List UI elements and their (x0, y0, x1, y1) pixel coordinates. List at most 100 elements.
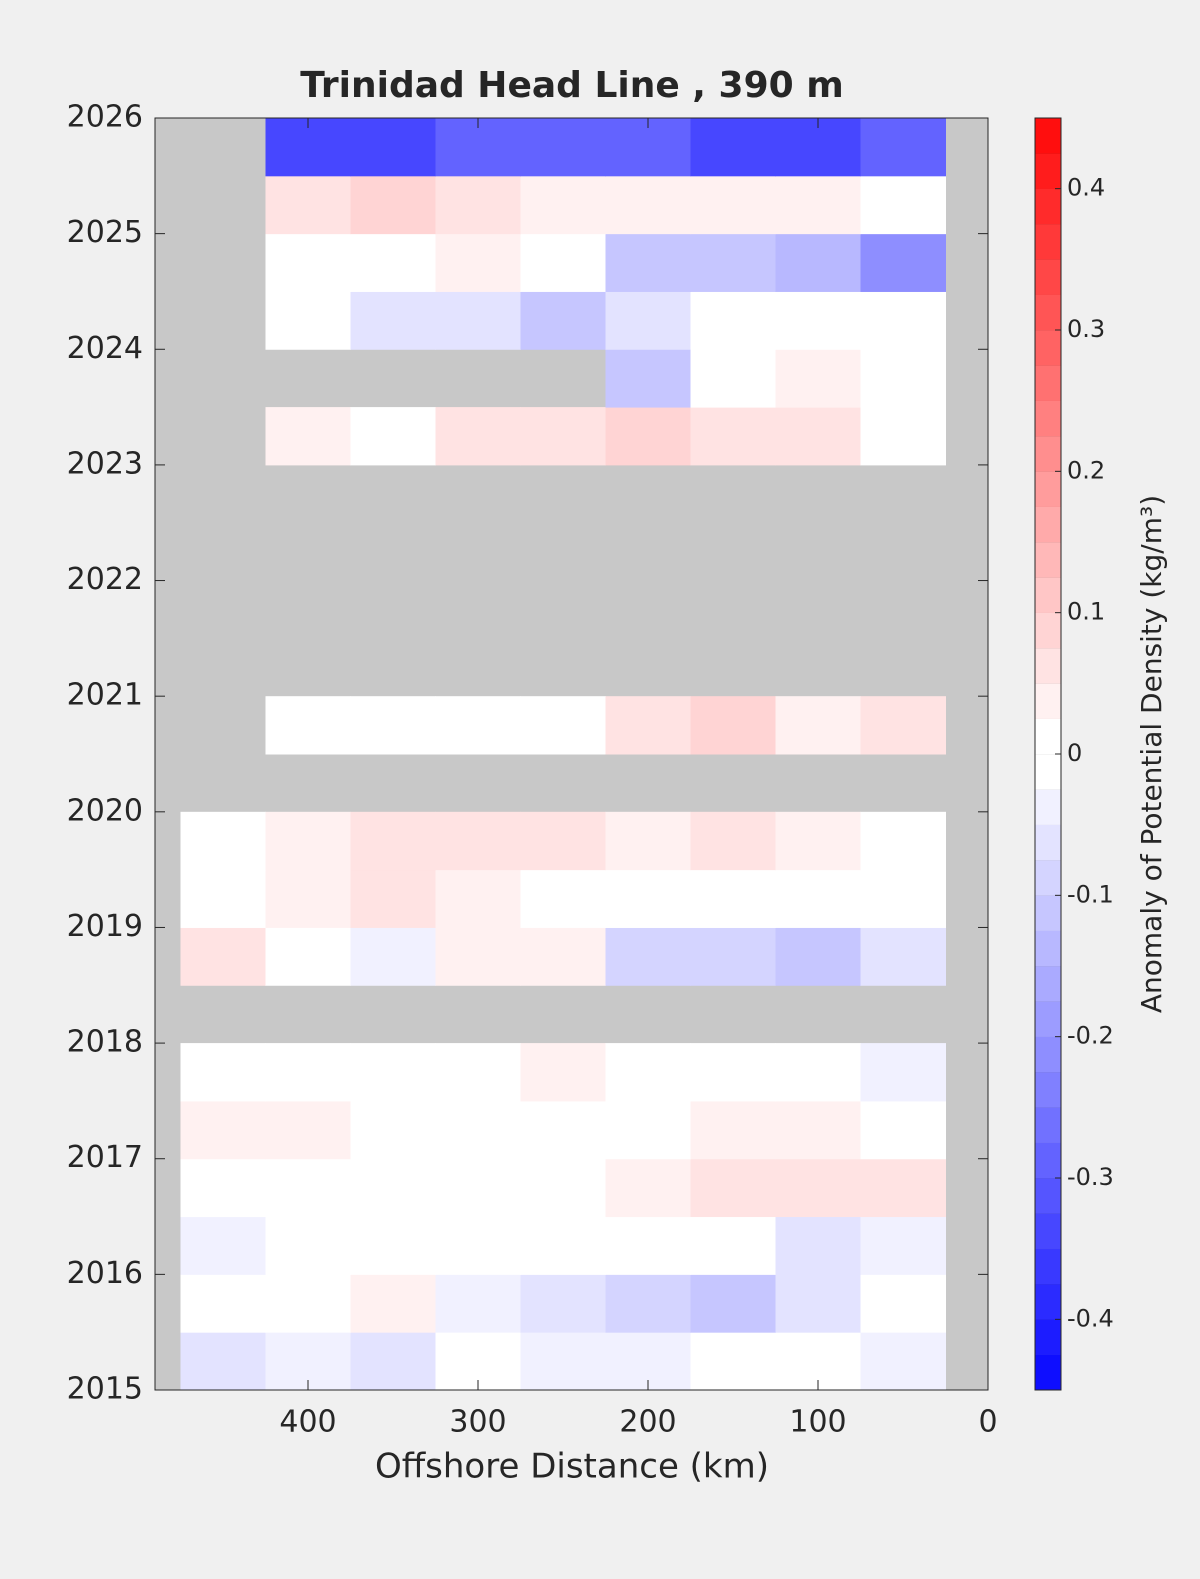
contour-cell (860, 1216, 946, 1275)
contour-cell (860, 291, 946, 350)
contour-cell (690, 1100, 776, 1160)
colorbar-tick-label: -0.1 (1067, 880, 1114, 908)
contour-cell (690, 869, 776, 928)
colorbar-segment (1035, 118, 1061, 154)
contour-cell (520, 1216, 606, 1275)
colorbar-segment (1035, 1001, 1061, 1037)
y-tick-label: 2017 (67, 1140, 143, 1175)
contour-cell (860, 811, 946, 871)
contour-cell (435, 927, 521, 986)
colorbar-segment (1035, 259, 1061, 295)
contour-cell (180, 1216, 266, 1275)
contour-cell (605, 175, 691, 235)
contour-cell (775, 696, 861, 755)
contour-cell (690, 927, 776, 986)
contour-cell (690, 1332, 776, 1391)
colorbar-segment (1035, 1354, 1061, 1391)
contour-cell (690, 811, 776, 871)
contour-cell (265, 1100, 351, 1160)
x-tick-label: 100 (789, 1405, 846, 1440)
contour-cell (775, 869, 861, 928)
contour-cell (180, 869, 266, 928)
contour-cell (350, 869, 436, 928)
contour-cell (605, 1274, 691, 1333)
y-tick-label: 2015 (67, 1372, 143, 1407)
contour-cell (605, 291, 691, 350)
contour-cell (435, 175, 521, 235)
contour-cell (435, 407, 521, 466)
contour-cell (860, 1332, 946, 1391)
contour-cell (690, 1274, 776, 1333)
colorbar-segment (1035, 400, 1061, 437)
colorbar-tick-label: 0.2 (1067, 456, 1105, 484)
y-tick-label: 2020 (67, 793, 143, 828)
contour-cell (350, 407, 436, 466)
contour-cell (180, 1100, 266, 1160)
contour-cell (605, 407, 691, 466)
colorbar-segment (1035, 224, 1061, 260)
contour-cell (520, 1158, 606, 1218)
contour-cell (605, 233, 691, 292)
contour-cell (520, 696, 606, 755)
contour-cell (690, 233, 776, 292)
contour-cell (860, 1274, 946, 1333)
contour-cell (605, 1043, 691, 1102)
contour-cell (605, 869, 691, 928)
contour-cell (690, 291, 776, 350)
colorbar-segment (1035, 1248, 1061, 1285)
contour-cell (350, 1274, 436, 1333)
contour-cell (265, 811, 351, 871)
contour-cell (265, 1216, 351, 1275)
contour-cell (435, 1100, 521, 1160)
contour-cell (435, 291, 521, 350)
colorbar-tick-label: 0.4 (1067, 174, 1105, 202)
contour-cell (180, 1274, 266, 1333)
contour-cell (690, 349, 776, 408)
contour-cell (350, 291, 436, 350)
contour-cell (265, 869, 351, 928)
colorbar-segment (1035, 683, 1061, 719)
contour-cell (520, 175, 606, 235)
contour-cell (350, 1043, 436, 1102)
contour-cell (265, 175, 351, 235)
contour-cell (520, 407, 606, 466)
colorbar-tick-label: 0.3 (1067, 315, 1105, 343)
y-tick-label: 2021 (67, 678, 143, 713)
colorbar-segment (1035, 789, 1061, 825)
contour-cell (690, 1043, 776, 1102)
contour-cell (690, 1216, 776, 1275)
contour-cell (860, 1100, 946, 1160)
contour-cell (520, 1274, 606, 1333)
contour-cell (775, 291, 861, 350)
colorbar-segment (1035, 1107, 1061, 1143)
colorbar-segment (1035, 330, 1061, 366)
contour-cell (775, 233, 861, 292)
contour-cell (180, 1043, 266, 1102)
colorbar-segment (1035, 1284, 1061, 1320)
contour-cell (520, 1332, 606, 1391)
contour-cell (520, 1043, 606, 1102)
contour-cell (350, 1332, 436, 1391)
colorbar-segment (1035, 966, 1061, 1002)
colorbar-segment (1035, 718, 1061, 755)
colorbar-segment (1035, 612, 1061, 649)
contour-cell (435, 233, 521, 292)
contour-cell (350, 927, 436, 986)
contour-cell (775, 1216, 861, 1275)
contour-cell (775, 1158, 861, 1218)
contour-cell (265, 1043, 351, 1102)
contour-cell (180, 927, 266, 986)
contour-cell (775, 1274, 861, 1333)
colorbar-segment (1035, 471, 1061, 507)
contour-cell (520, 291, 606, 350)
contour-cell (350, 811, 436, 871)
contour-cell (860, 1043, 946, 1102)
x-tick-label: 300 (449, 1405, 506, 1440)
contour-cell (775, 1043, 861, 1102)
colorbar-segment (1035, 648, 1061, 684)
plot-frame (154, 117, 989, 1391)
contour-cell (350, 233, 436, 292)
contour-cell (350, 118, 436, 177)
